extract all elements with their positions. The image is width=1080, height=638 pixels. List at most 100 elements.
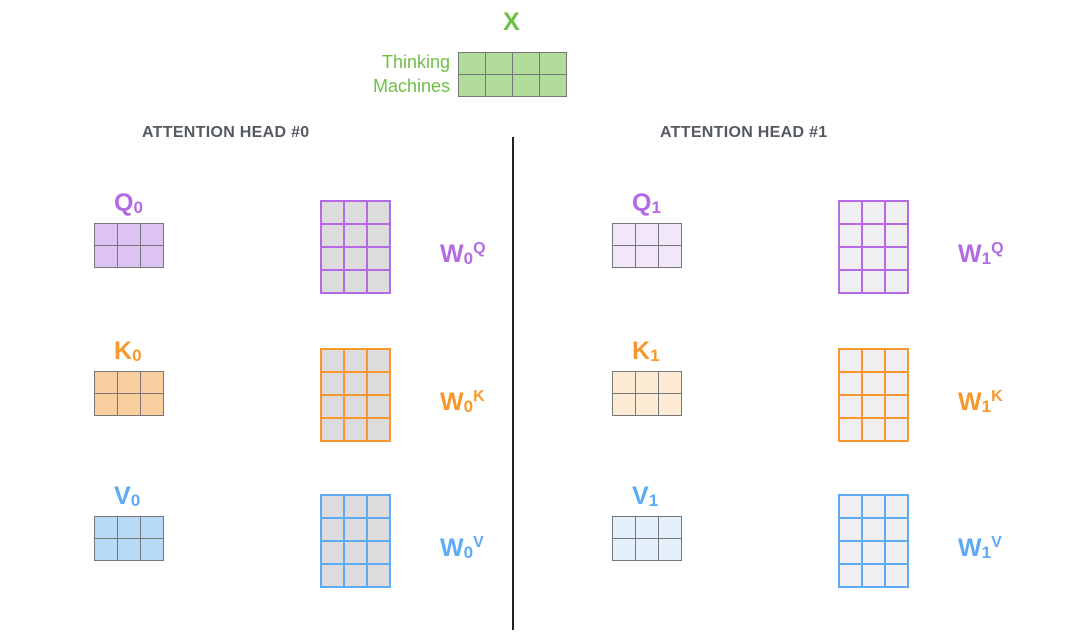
matrix-cell <box>840 248 861 269</box>
matrix-cell <box>840 271 861 292</box>
matrix-cell <box>95 372 117 393</box>
matrix-cell <box>368 202 389 223</box>
input-word: Machines <box>372 76 450 96</box>
matrix-name: W <box>958 534 982 562</box>
head-index: 0 <box>463 543 474 562</box>
matrix-cell <box>659 224 681 245</box>
matrix-cell <box>863 271 884 292</box>
matrix-cell <box>886 225 907 246</box>
matrix-cell <box>613 539 635 560</box>
matrix-cell <box>368 496 389 517</box>
matrix-cell <box>345 271 366 292</box>
k1-matrix <box>612 371 682 416</box>
matrix-cell <box>322 202 343 223</box>
head-index: 1 <box>650 346 660 365</box>
matrix-name: Q <box>114 189 134 217</box>
k0-matrix <box>94 371 164 416</box>
matrix-cell <box>659 517 681 538</box>
k1-label: K1 <box>632 337 660 366</box>
matrix-cell <box>840 202 861 223</box>
w1v-label: W1V <box>958 534 1002 563</box>
matrix-cell <box>540 75 566 96</box>
matrix-cell <box>118 517 140 538</box>
matrix-cell <box>863 419 884 440</box>
projection-type: V <box>991 534 1002 551</box>
matrix-cell <box>863 496 884 517</box>
matrix-cell <box>95 246 117 267</box>
matrix-cell <box>613 394 635 415</box>
matrix-name: K <box>632 337 651 365</box>
w1k-label: W1K <box>958 388 1003 417</box>
matrix-cell <box>659 372 681 393</box>
matrix-cell <box>345 496 366 517</box>
matrix-cell <box>322 396 343 417</box>
matrix-cell <box>322 519 343 540</box>
matrix-cell <box>118 394 140 415</box>
matrix-cell <box>368 396 389 417</box>
matrix-cell <box>345 202 366 223</box>
v1-label: V1 <box>632 482 658 511</box>
matrix-cell <box>886 271 907 292</box>
matrix-cell <box>322 496 343 517</box>
matrix-cell <box>863 350 884 371</box>
matrix-cell <box>840 350 861 371</box>
matrix-cell <box>95 517 117 538</box>
matrix-cell <box>840 419 861 440</box>
matrix-cell <box>863 519 884 540</box>
matrix-cell <box>368 225 389 246</box>
w1q-weight-matrix <box>838 200 909 294</box>
w0v-label: W0V <box>440 534 484 563</box>
v0-matrix <box>94 516 164 561</box>
matrix-cell <box>486 53 512 74</box>
matrix-cell <box>886 396 907 417</box>
matrix-cell <box>636 394 658 415</box>
input-words: Thinking Machines <box>340 50 450 98</box>
v0-label: V0 <box>114 482 140 511</box>
matrix-cell <box>141 372 163 393</box>
matrix-cell <box>118 539 140 560</box>
matrix-cell <box>345 419 366 440</box>
input-x-label: X <box>503 8 520 36</box>
matrix-cell <box>886 542 907 563</box>
q1-label: Q1 <box>632 189 661 218</box>
w1v-weight-matrix <box>838 494 909 588</box>
matrix-cell <box>322 565 343 586</box>
matrix-name: K <box>114 337 133 365</box>
q0-matrix <box>94 223 164 268</box>
matrix-cell <box>840 565 861 586</box>
w0q-label: W0Q <box>440 240 486 269</box>
matrix-name: V <box>114 482 131 510</box>
matrix-cell <box>863 373 884 394</box>
head-index: 1 <box>981 249 992 268</box>
v1-matrix <box>612 516 682 561</box>
matrix-cell <box>863 202 884 223</box>
matrix-cell <box>141 394 163 415</box>
matrix-cell <box>322 248 343 269</box>
projection-type: Q <box>473 240 486 257</box>
matrix-cell <box>886 419 907 440</box>
head-index: 0 <box>463 249 474 268</box>
matrix-cell <box>613 372 635 393</box>
matrix-cell <box>659 246 681 267</box>
matrix-cell <box>840 373 861 394</box>
matrix-cell <box>322 419 343 440</box>
matrix-cell <box>886 519 907 540</box>
w1k-weight-matrix <box>838 348 909 442</box>
matrix-cell <box>345 519 366 540</box>
matrix-name: Q <box>632 189 652 217</box>
head-title: ATTENTION HEAD #1 <box>660 124 828 141</box>
matrix-cell <box>459 75 485 96</box>
matrix-cell <box>613 224 635 245</box>
w0k-label: W0K <box>440 388 485 417</box>
matrix-cell <box>345 565 366 586</box>
k0-label: K0 <box>114 337 142 366</box>
matrix-cell <box>886 202 907 223</box>
matrix-cell <box>322 271 343 292</box>
matrix-cell <box>118 224 140 245</box>
matrix-cell <box>345 542 366 563</box>
matrix-cell <box>863 565 884 586</box>
matrix-cell <box>368 350 389 371</box>
matrix-cell <box>368 542 389 563</box>
matrix-cell <box>368 271 389 292</box>
